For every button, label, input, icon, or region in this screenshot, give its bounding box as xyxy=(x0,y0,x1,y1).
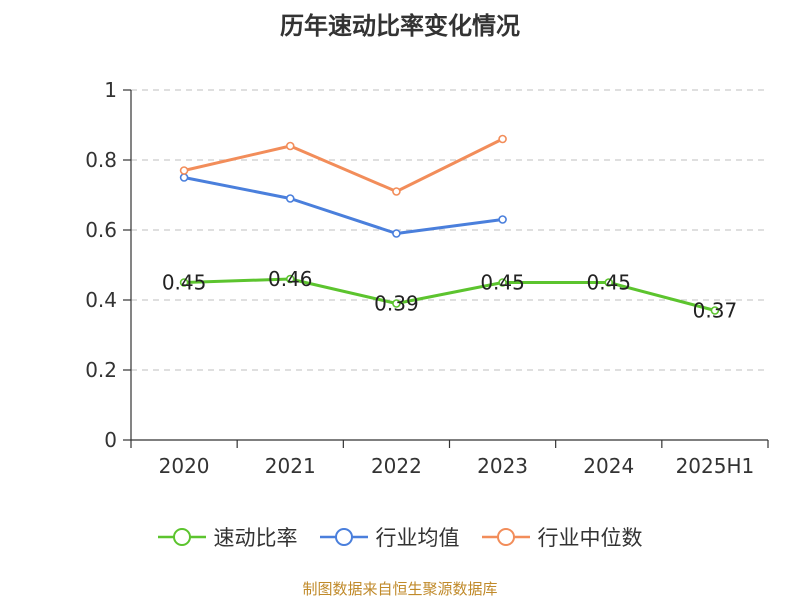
series-1-point xyxy=(498,215,507,224)
y-tick-label: 1 xyxy=(104,78,117,102)
y-tick-label: 0.4 xyxy=(85,288,117,312)
series-0-point xyxy=(392,299,401,308)
data-label: 0.37 xyxy=(693,299,738,323)
x-tick-label: 2023 xyxy=(477,454,528,478)
series-0-point xyxy=(604,278,614,287)
series-0-point xyxy=(710,306,720,315)
legend-swatch-icon xyxy=(157,528,206,546)
series-1-point xyxy=(285,194,295,203)
legend-label: 行业均值 xyxy=(375,526,460,550)
legend: 速动比率 行业均值 行业中位数 xyxy=(0,520,800,554)
series-0-point xyxy=(179,278,189,287)
data-label: 0.46 xyxy=(268,267,313,291)
y-tick-label: 0.6 xyxy=(85,218,117,242)
x-tick-label: 2021 xyxy=(265,454,316,478)
axes: 0 0.2 0.4 0.6 0.8 1 2020 2021 2022 2023 2024 2025H1 xyxy=(85,78,769,478)
series-lines xyxy=(179,134,720,315)
series-2-point xyxy=(392,187,401,196)
x-tick-label: 2020 xyxy=(159,454,210,478)
series-1-line xyxy=(183,176,503,235)
legend-swatch-icon xyxy=(481,528,530,546)
legend-label: 速动比率 xyxy=(213,526,298,550)
x-tick-label: 2022 xyxy=(371,454,422,478)
series-0-point xyxy=(285,274,295,284)
data-labels: 0.45 0.46 0.39 0.45 0.45 0.37 xyxy=(162,267,737,323)
legend-item[interactable]: 行业中位数 xyxy=(481,522,643,552)
series-1-point xyxy=(179,173,189,182)
data-label: 0.39 xyxy=(374,292,419,316)
series-2-point xyxy=(498,134,507,144)
series-2-line xyxy=(183,137,504,193)
series-0-point xyxy=(498,278,507,287)
series-0-line xyxy=(184,277,716,312)
source-note: 制图数据来自恒生聚源数据库 xyxy=(302,580,498,598)
y-tick-label: 0.2 xyxy=(85,358,117,382)
x-tick-label: 2025H1 xyxy=(676,454,755,478)
legend-item[interactable]: 行业均值 xyxy=(319,522,460,552)
legend-item[interactable]: 速动比率 xyxy=(157,522,298,552)
series-2-point xyxy=(179,166,189,175)
data-label: 0.45 xyxy=(480,271,525,295)
x-tick-label: 2024 xyxy=(583,454,634,478)
y-tick-label: 0.8 xyxy=(85,148,117,172)
data-label: 0.45 xyxy=(162,271,207,295)
chart-title: 历年速动比率变化情况 xyxy=(280,12,520,40)
series-2-point xyxy=(285,141,295,151)
gridlines xyxy=(131,89,768,371)
data-label: 0.45 xyxy=(586,271,631,295)
series-1-point xyxy=(392,229,401,238)
y-tick-label: 0 xyxy=(104,428,117,452)
legend-swatch-icon xyxy=(319,528,368,546)
legend-label: 行业中位数 xyxy=(537,526,643,550)
